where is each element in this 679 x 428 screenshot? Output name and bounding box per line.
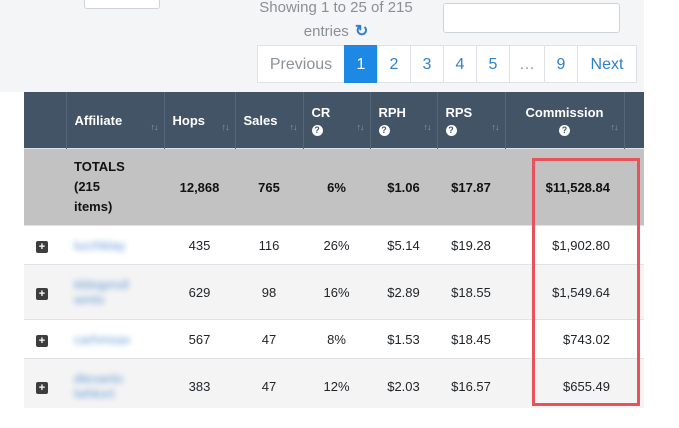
cr-header-label: CR: [311, 104, 331, 120]
expand-row-icon[interactable]: +: [36, 287, 48, 300]
totals-rph: $1.06: [370, 148, 437, 226]
totals-label: TOTALS (215 items): [66, 148, 164, 226]
hops-column-header[interactable]: Hops ↑↓: [164, 92, 236, 149]
rph-cell: $2.03: [370, 358, 437, 408]
sort-icon: ↑↓: [610, 122, 619, 132]
affiliates-table: Affiliate ↑↓ Hops ↑↓ Sales ↑↓ CR? ↑↓ RPH? ↑↓ …: [24, 92, 644, 408]
search-input[interactable]: [443, 3, 620, 33]
sort-icon: ↑↓: [289, 122, 298, 132]
help-icon[interactable]: ?: [559, 124, 570, 136]
pagination: Previous 1 2 3 4 5 … 9 Next: [257, 45, 637, 83]
hops-cell: 435: [164, 225, 235, 265]
sales-cell: 47: [235, 319, 303, 359]
expand-row-icon[interactable]: +: [36, 240, 48, 253]
totals-rps: $17.87: [437, 148, 505, 226]
page-ellipsis: …: [509, 45, 545, 83]
cr-cell: 12%: [303, 358, 370, 408]
commission-column-header[interactable]: Commission? ↑↓: [505, 92, 625, 149]
expand-row-icon[interactable]: +: [36, 381, 48, 394]
hops-header-label: Hops: [172, 112, 206, 128]
commission-cell: $1,902.80: [505, 225, 624, 265]
rps-cell: $19.28: [437, 225, 505, 265]
affiliate-header-label: Affiliate: [74, 112, 123, 128]
page-4-button[interactable]: 4: [443, 45, 477, 83]
next-button[interactable]: Next: [577, 45, 637, 83]
info-line-2: entries: [303, 23, 349, 40]
rph-header-label: RPH: [378, 104, 406, 120]
table-row: + dtexanlo lwhkxrt 383 47 12% $2.03 $16.…: [24, 358, 644, 408]
sort-icon: ↑↓: [150, 122, 159, 132]
help-icon[interactable]: ?: [445, 124, 457, 136]
table-header-row: Affiliate ↑↓ Hops ↑↓ Sales ↑↓ CR? ↑↓ RPH? ↑↓ …: [24, 92, 644, 149]
affiliate-link[interactable]: carhmsax: [74, 331, 131, 347]
rps-column-header[interactable]: RPS? ↑↓: [437, 92, 506, 149]
extra-column-header: [624, 92, 644, 149]
totals-cr: 6%: [303, 148, 370, 226]
expand-row-icon[interactable]: +: [36, 334, 48, 347]
page-3-button[interactable]: 3: [410, 45, 444, 83]
page-9-button[interactable]: 9: [544, 45, 578, 83]
affiliate-link[interactable]: kbbqpnxll wmlo: [74, 277, 129, 307]
sort-icon: ↑↓: [423, 122, 432, 132]
sales-cell: 47: [235, 358, 303, 408]
info-line-1: Showing 1 to 25 of 215: [259, 0, 413, 16]
commission-cell: $743.02: [505, 319, 624, 359]
rps-header-label: RPS: [445, 104, 473, 120]
rps-cell: $18.55: [437, 264, 505, 320]
totals-commission: $11,528.84: [505, 148, 624, 226]
help-icon[interactable]: ?: [311, 124, 323, 136]
affiliates-table-container: Affiliate ↑↓ Hops ↑↓ Sales ↑↓ CR? ↑↓ RPH? ↑↓ …: [24, 92, 644, 408]
refresh-icon[interactable]: ↻: [354, 23, 369, 40]
affiliate-link[interactable]: lucrhklay: [74, 237, 126, 253]
page-5-button[interactable]: 5: [476, 45, 510, 83]
table-info: Showing 1 to 25 of 215 entries ↻: [236, 0, 436, 44]
cr-cell: 26%: [303, 225, 370, 265]
commission-header-label: Commission: [525, 104, 604, 120]
page-2-button[interactable]: 2: [377, 45, 411, 83]
commission-cell: $1,549.64: [505, 264, 624, 320]
totals-row: TOTALS (215 items) 12,868 765 6% $1.06 $…: [24, 148, 644, 226]
sort-icon: ↑↓: [491, 122, 500, 132]
sales-column-header[interactable]: Sales ↑↓: [235, 92, 304, 149]
previous-button[interactable]: Previous: [257, 45, 345, 83]
sort-icon: ↑↓: [356, 122, 365, 132]
cr-cell: 8%: [303, 319, 370, 359]
page-1-button[interactable]: 1: [344, 45, 378, 83]
hops-cell: 629: [164, 264, 235, 320]
table-row: + lucrhklay 435 116 26% $5.14 $19.28 $1,…: [24, 225, 644, 265]
affiliate-column-header[interactable]: Affiliate ↑↓: [66, 92, 165, 149]
rph-cell: $2.89: [370, 264, 437, 320]
expand-column-header: [24, 92, 67, 149]
rps-cell: $16.57: [437, 358, 505, 408]
hops-cell: 567: [164, 319, 235, 359]
table-row: + kbbqpnxll wmlo 629 98 16% $2.89 $18.55…: [24, 264, 644, 320]
sales-cell: 116: [235, 225, 303, 265]
cr-column-header[interactable]: CR? ↑↓: [303, 92, 371, 149]
entries-length-select[interactable]: [84, 0, 160, 9]
commission-cell: $655.49: [505, 358, 624, 408]
rps-cell: $18.45: [437, 319, 505, 359]
totals-sales: 765: [235, 148, 303, 226]
rph-column-header[interactable]: RPH? ↑↓: [370, 92, 438, 149]
rph-cell: $1.53: [370, 319, 437, 359]
sort-icon: ↑↓: [221, 122, 230, 132]
hops-cell: 383: [164, 358, 235, 408]
affiliate-link[interactable]: dtexanlo lwhkxrt: [74, 371, 124, 401]
cr-cell: 16%: [303, 264, 370, 320]
help-icon[interactable]: ?: [378, 124, 390, 136]
rph-cell: $5.14: [370, 225, 437, 265]
sales-cell: 98: [235, 264, 303, 320]
sales-header-label: Sales: [243, 112, 278, 128]
totals-hops: 12,868: [164, 148, 235, 226]
table-row: + carhmsax 567 47 8% $1.53 $18.45 $743.0…: [24, 319, 644, 359]
